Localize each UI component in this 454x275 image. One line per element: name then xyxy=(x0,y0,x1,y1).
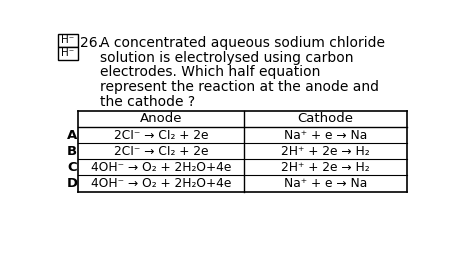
Text: the cathode ?: the cathode ? xyxy=(100,95,195,109)
Text: A: A xyxy=(67,128,77,142)
Text: 4OH⁻ → O₂ + 2H₂O+4e: 4OH⁻ → O₂ + 2H₂O+4e xyxy=(91,177,232,190)
Text: Cathode: Cathode xyxy=(298,112,354,125)
Text: 2CI⁻ → CI₂ + 2e: 2CI⁻ → CI₂ + 2e xyxy=(114,145,209,158)
Text: Na⁺ + e → Na: Na⁺ + e → Na xyxy=(284,177,367,190)
Text: 4OH⁻ → O₂ + 2H₂O+4e: 4OH⁻ → O₂ + 2H₂O+4e xyxy=(91,161,232,174)
Bar xyxy=(58,47,78,60)
Text: 26.: 26. xyxy=(80,36,102,50)
Text: 2H⁺ + 2e → H₂: 2H⁺ + 2e → H₂ xyxy=(281,161,370,174)
Text: 2H⁺ + 2e → H₂: 2H⁺ + 2e → H₂ xyxy=(281,145,370,158)
Text: solution is electrolysed using carbon: solution is electrolysed using carbon xyxy=(100,51,354,65)
Bar xyxy=(58,34,78,47)
Text: represent the reaction at the anode and: represent the reaction at the anode and xyxy=(100,80,379,94)
Text: electrodes. Which half equation: electrodes. Which half equation xyxy=(100,65,321,79)
Text: Na⁺ + e → Na: Na⁺ + e → Na xyxy=(284,128,367,142)
Text: D: D xyxy=(67,177,78,190)
Text: C: C xyxy=(68,161,77,174)
Text: H⁻: H⁻ xyxy=(61,48,74,58)
Text: H⁻: H⁻ xyxy=(61,35,74,45)
Text: B: B xyxy=(67,145,77,158)
Text: Anode: Anode xyxy=(140,112,183,125)
Text: 2CI⁻ → CI₂ + 2e: 2CI⁻ → CI₂ + 2e xyxy=(114,128,209,142)
Text: A concentrated aqueous sodium chloride: A concentrated aqueous sodium chloride xyxy=(100,36,385,50)
